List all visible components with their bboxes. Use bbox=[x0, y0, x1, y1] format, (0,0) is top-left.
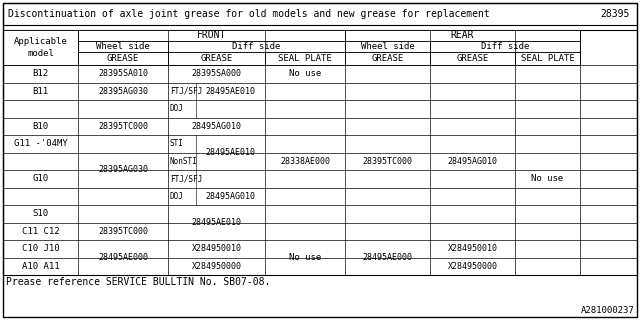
Text: Prease reference SERVICE BULLTIN No. SB07-08.: Prease reference SERVICE BULLTIN No. SB0… bbox=[6, 277, 270, 287]
Bar bbox=[78, 52, 168, 65]
Text: No use: No use bbox=[531, 174, 564, 183]
Text: GREASE: GREASE bbox=[200, 54, 232, 63]
Text: X284950000: X284950000 bbox=[191, 262, 241, 271]
Text: Wheel side: Wheel side bbox=[360, 42, 414, 51]
Bar bbox=[3, 30, 78, 65]
Bar bbox=[345, 41, 430, 52]
Text: 28495AE000: 28495AE000 bbox=[362, 253, 413, 262]
Text: B10: B10 bbox=[33, 122, 49, 131]
Bar bbox=[3, 30, 637, 275]
Text: X284950010: X284950010 bbox=[191, 244, 241, 253]
Text: FTJ/SFJ: FTJ/SFJ bbox=[170, 87, 202, 96]
Text: 28395: 28395 bbox=[600, 9, 630, 19]
Text: 28495AE000: 28495AE000 bbox=[98, 253, 148, 262]
Text: DOJ: DOJ bbox=[170, 104, 184, 113]
Text: C10 J10: C10 J10 bbox=[22, 244, 60, 253]
Text: SEAL PLATE: SEAL PLATE bbox=[520, 54, 574, 63]
Bar bbox=[78, 30, 345, 41]
Bar bbox=[265, 52, 345, 65]
Text: No use: No use bbox=[289, 253, 321, 262]
Text: STI: STI bbox=[170, 139, 184, 148]
Text: 28395AG030: 28395AG030 bbox=[98, 165, 148, 174]
Bar bbox=[3, 3, 637, 25]
Text: B12: B12 bbox=[33, 69, 49, 78]
Text: NonSTI: NonSTI bbox=[170, 157, 198, 166]
Text: 28395TC000: 28395TC000 bbox=[98, 122, 148, 131]
Text: A10 A11: A10 A11 bbox=[22, 262, 60, 271]
Text: 28495AE010: 28495AE010 bbox=[191, 218, 241, 227]
Text: Wheel side: Wheel side bbox=[96, 42, 150, 51]
Text: SEAL PLATE: SEAL PLATE bbox=[278, 54, 332, 63]
Bar bbox=[168, 52, 265, 65]
Text: 28495AE010: 28495AE010 bbox=[205, 87, 255, 96]
Text: 28495AG010: 28495AG010 bbox=[205, 192, 255, 201]
Bar bbox=[430, 41, 580, 52]
Text: Diff side: Diff side bbox=[232, 42, 281, 51]
Text: REAR: REAR bbox=[451, 30, 474, 41]
Text: Discontinuation of axle joint grease for old models and new grease for replaceme: Discontinuation of axle joint grease for… bbox=[8, 9, 490, 19]
Text: DOJ: DOJ bbox=[170, 192, 184, 201]
Text: X284950000: X284950000 bbox=[447, 262, 497, 271]
Text: Applicable
model: Applicable model bbox=[13, 37, 67, 58]
Text: C11 C12: C11 C12 bbox=[22, 227, 60, 236]
Text: S10: S10 bbox=[33, 209, 49, 218]
Text: No use: No use bbox=[289, 69, 321, 78]
Bar bbox=[168, 41, 345, 52]
Text: 28395TC000: 28395TC000 bbox=[98, 227, 148, 236]
Text: G11 -'04MY: G11 -'04MY bbox=[13, 139, 67, 148]
Text: FRONT: FRONT bbox=[197, 30, 226, 41]
Text: 28338AE000: 28338AE000 bbox=[280, 157, 330, 166]
Text: G10: G10 bbox=[33, 174, 49, 183]
Bar bbox=[345, 52, 430, 65]
Text: 28395SA010: 28395SA010 bbox=[98, 69, 148, 78]
Text: GREASE: GREASE bbox=[456, 54, 488, 63]
Text: 28495AG010: 28495AG010 bbox=[447, 157, 497, 166]
Bar bbox=[430, 52, 515, 65]
Text: FTJ/SFJ: FTJ/SFJ bbox=[170, 174, 202, 183]
Text: A281000237: A281000237 bbox=[581, 306, 635, 315]
Text: 28395TC000: 28395TC000 bbox=[362, 157, 413, 166]
Text: X284950010: X284950010 bbox=[447, 244, 497, 253]
Bar bbox=[78, 41, 168, 52]
Bar bbox=[515, 52, 580, 65]
Text: 28495AG010: 28495AG010 bbox=[191, 122, 241, 131]
Text: 28495AE010: 28495AE010 bbox=[205, 148, 255, 157]
Text: Diff side: Diff side bbox=[481, 42, 529, 51]
Text: 28395SA000: 28395SA000 bbox=[191, 69, 241, 78]
Text: GREASE: GREASE bbox=[371, 54, 404, 63]
Bar bbox=[345, 30, 580, 41]
Text: GREASE: GREASE bbox=[107, 54, 139, 63]
Text: B11: B11 bbox=[33, 87, 49, 96]
Text: 28395AG030: 28395AG030 bbox=[98, 87, 148, 96]
